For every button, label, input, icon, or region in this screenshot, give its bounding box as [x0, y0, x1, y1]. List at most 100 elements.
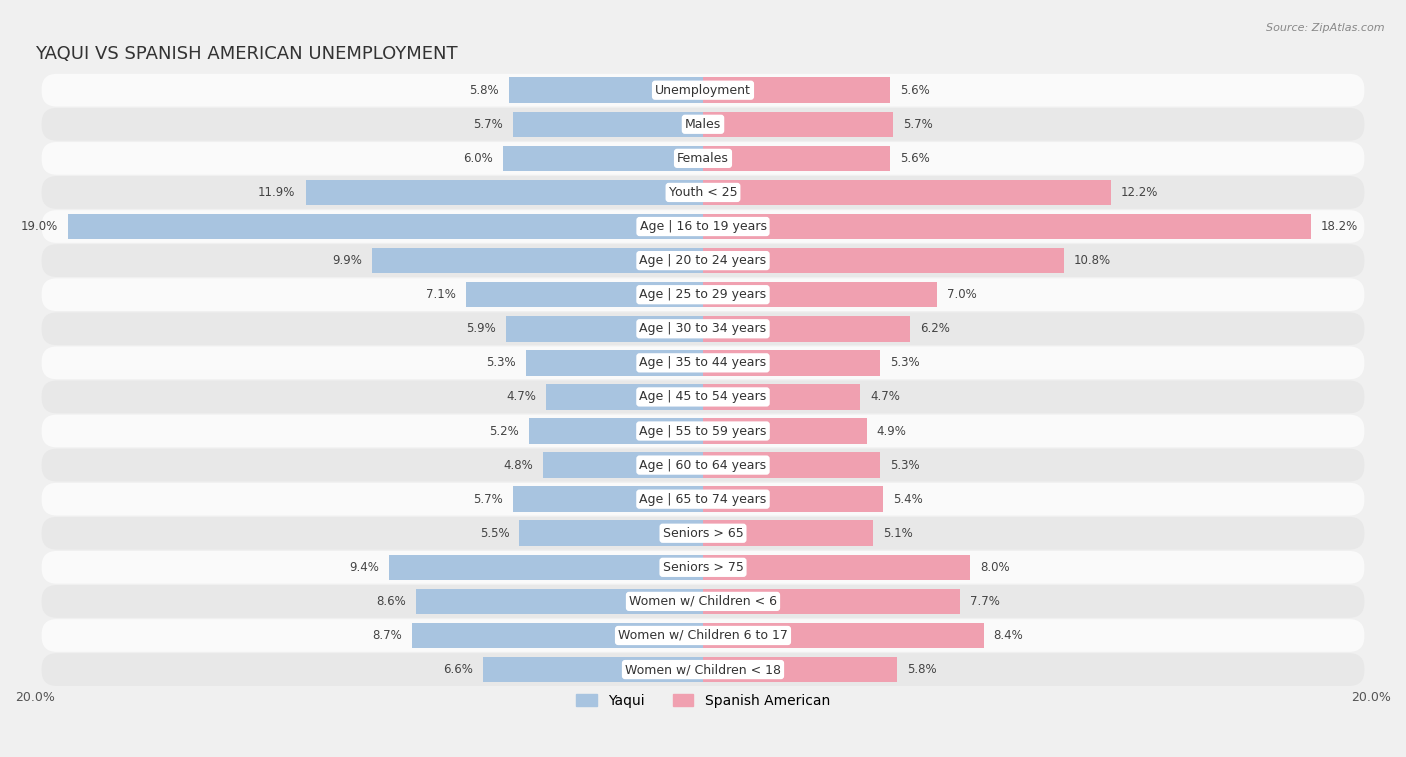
- Text: Age | 30 to 34 years: Age | 30 to 34 years: [640, 322, 766, 335]
- Bar: [703, 623, 984, 648]
- Text: Youth < 25: Youth < 25: [669, 186, 737, 199]
- FancyBboxPatch shape: [42, 210, 1364, 243]
- FancyBboxPatch shape: [42, 279, 1364, 311]
- Text: 7.7%: 7.7%: [970, 595, 1000, 608]
- Text: 5.3%: 5.3%: [890, 357, 920, 369]
- Text: Age | 20 to 24 years: Age | 20 to 24 years: [640, 254, 766, 267]
- Bar: [703, 487, 883, 512]
- Bar: [703, 657, 897, 682]
- Text: 5.7%: 5.7%: [472, 118, 502, 131]
- Bar: [519, 521, 703, 546]
- FancyBboxPatch shape: [42, 245, 1364, 277]
- Text: Age | 16 to 19 years: Age | 16 to 19 years: [640, 220, 766, 233]
- Bar: [703, 555, 970, 580]
- Bar: [513, 487, 703, 512]
- FancyBboxPatch shape: [42, 483, 1364, 516]
- FancyBboxPatch shape: [42, 108, 1364, 141]
- Text: 5.9%: 5.9%: [467, 322, 496, 335]
- Bar: [703, 179, 1111, 205]
- FancyBboxPatch shape: [42, 585, 1364, 618]
- FancyBboxPatch shape: [42, 653, 1364, 686]
- Text: Age | 25 to 29 years: Age | 25 to 29 years: [640, 288, 766, 301]
- Bar: [703, 384, 860, 410]
- Text: Females: Females: [678, 152, 728, 165]
- Text: 5.8%: 5.8%: [470, 84, 499, 97]
- Bar: [703, 452, 880, 478]
- Bar: [69, 213, 703, 239]
- Bar: [529, 418, 703, 444]
- Text: Source: ZipAtlas.com: Source: ZipAtlas.com: [1267, 23, 1385, 33]
- Bar: [465, 282, 703, 307]
- Bar: [703, 248, 1064, 273]
- Text: YAQUI VS SPANISH AMERICAN UNEMPLOYMENT: YAQUI VS SPANISH AMERICAN UNEMPLOYMENT: [35, 45, 457, 64]
- Text: 5.5%: 5.5%: [479, 527, 509, 540]
- FancyBboxPatch shape: [42, 176, 1364, 209]
- Text: 4.7%: 4.7%: [506, 391, 536, 403]
- Text: 19.0%: 19.0%: [21, 220, 58, 233]
- Bar: [412, 623, 703, 648]
- FancyBboxPatch shape: [42, 347, 1364, 379]
- Text: 5.2%: 5.2%: [489, 425, 519, 438]
- Bar: [416, 589, 703, 614]
- Text: Women w/ Children < 6: Women w/ Children < 6: [628, 595, 778, 608]
- Text: Age | 55 to 59 years: Age | 55 to 59 years: [640, 425, 766, 438]
- Text: Seniors > 75: Seniors > 75: [662, 561, 744, 574]
- Bar: [482, 657, 703, 682]
- Text: 8.6%: 8.6%: [375, 595, 406, 608]
- Bar: [543, 452, 703, 478]
- Bar: [703, 521, 873, 546]
- FancyBboxPatch shape: [42, 313, 1364, 345]
- Text: Unemployment: Unemployment: [655, 84, 751, 97]
- Text: 10.8%: 10.8%: [1074, 254, 1111, 267]
- Text: 5.7%: 5.7%: [472, 493, 502, 506]
- Text: 18.2%: 18.2%: [1322, 220, 1358, 233]
- Bar: [526, 350, 703, 375]
- Text: 9.4%: 9.4%: [349, 561, 380, 574]
- Text: 7.1%: 7.1%: [426, 288, 456, 301]
- Text: Women w/ Children < 18: Women w/ Children < 18: [626, 663, 780, 676]
- Text: Age | 45 to 54 years: Age | 45 to 54 years: [640, 391, 766, 403]
- FancyBboxPatch shape: [42, 619, 1364, 652]
- Bar: [703, 77, 890, 103]
- Text: Age | 60 to 64 years: Age | 60 to 64 years: [640, 459, 766, 472]
- Bar: [509, 77, 703, 103]
- FancyBboxPatch shape: [42, 381, 1364, 413]
- Bar: [703, 282, 936, 307]
- Text: Age | 65 to 74 years: Age | 65 to 74 years: [640, 493, 766, 506]
- Text: 4.7%: 4.7%: [870, 391, 900, 403]
- Text: 6.6%: 6.6%: [443, 663, 472, 676]
- Text: 12.2%: 12.2%: [1121, 186, 1159, 199]
- Bar: [703, 418, 866, 444]
- FancyBboxPatch shape: [42, 142, 1364, 175]
- Text: 5.6%: 5.6%: [900, 84, 929, 97]
- Text: 5.7%: 5.7%: [904, 118, 934, 131]
- FancyBboxPatch shape: [42, 551, 1364, 584]
- Text: 5.6%: 5.6%: [900, 152, 929, 165]
- Text: 8.7%: 8.7%: [373, 629, 402, 642]
- Bar: [506, 316, 703, 341]
- Bar: [703, 316, 910, 341]
- FancyBboxPatch shape: [42, 517, 1364, 550]
- Text: 8.0%: 8.0%: [980, 561, 1010, 574]
- Text: Age | 35 to 44 years: Age | 35 to 44 years: [640, 357, 766, 369]
- Bar: [703, 350, 880, 375]
- Text: 9.9%: 9.9%: [332, 254, 363, 267]
- Bar: [389, 555, 703, 580]
- Bar: [546, 384, 703, 410]
- Text: 6.0%: 6.0%: [463, 152, 492, 165]
- Text: 5.4%: 5.4%: [893, 493, 924, 506]
- FancyBboxPatch shape: [42, 74, 1364, 107]
- Text: 5.3%: 5.3%: [486, 357, 516, 369]
- Bar: [703, 213, 1310, 239]
- Bar: [373, 248, 703, 273]
- Text: 4.9%: 4.9%: [877, 425, 907, 438]
- Text: 5.1%: 5.1%: [883, 527, 912, 540]
- Text: Males: Males: [685, 118, 721, 131]
- Bar: [703, 145, 890, 171]
- Text: 8.4%: 8.4%: [994, 629, 1024, 642]
- Bar: [513, 111, 703, 137]
- Text: 6.2%: 6.2%: [920, 322, 950, 335]
- FancyBboxPatch shape: [42, 449, 1364, 481]
- Legend: Yaqui, Spanish American: Yaqui, Spanish American: [571, 688, 835, 713]
- Bar: [502, 145, 703, 171]
